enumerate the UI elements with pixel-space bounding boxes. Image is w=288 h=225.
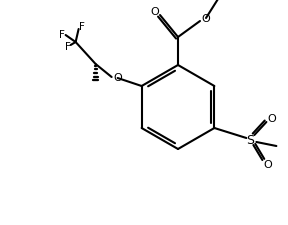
- Text: O: O: [151, 7, 159, 17]
- Text: O: O: [202, 14, 210, 24]
- Text: F: F: [59, 30, 65, 40]
- Text: F: F: [79, 22, 85, 32]
- Text: O: O: [267, 113, 276, 124]
- Text: F: F: [65, 42, 71, 52]
- Text: O: O: [113, 73, 122, 83]
- Text: S: S: [246, 134, 254, 147]
- Text: O: O: [263, 159, 272, 169]
